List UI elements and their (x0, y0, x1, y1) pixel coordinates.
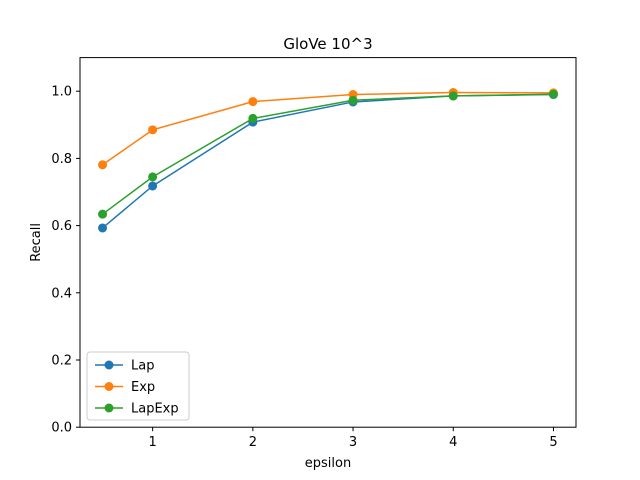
y-tick-label: 1.0 (51, 85, 72, 100)
series-line-exp (102, 91, 554, 166)
data-point-exp (148, 125, 158, 135)
legend-swatch-marker (104, 360, 114, 370)
x-tick-label: 1 (149, 435, 157, 450)
series-line-lapexp (102, 93, 554, 215)
legend-label: Lap (131, 359, 154, 374)
data-point-exp (248, 97, 258, 107)
y-tick-label: 0.2 (51, 354, 72, 369)
x-tick-label: 4 (449, 435, 457, 450)
data-point-lap (148, 181, 158, 191)
x-tick-label: 2 (249, 435, 257, 450)
chart-title: GloVe 10^3 (283, 35, 372, 53)
data-point-lap (98, 223, 108, 233)
x-axis-label: epsilon (305, 456, 351, 471)
y-axis-label: Recall (29, 223, 44, 262)
series-group (98, 88, 558, 233)
series-line-lap (102, 93, 554, 229)
data-point-lapexp (148, 172, 158, 182)
plot-frame (79, 57, 577, 428)
y-tick-label: 0.0 (51, 421, 72, 436)
data-point-lapexp (348, 95, 358, 105)
legend-box (86, 351, 190, 421)
y-tick-label: 0.8 (51, 152, 72, 167)
legend-label: Exp (131, 380, 155, 395)
x-tick-label: 3 (349, 435, 357, 450)
data-point-exp (98, 160, 108, 170)
data-point-lapexp (548, 89, 558, 99)
data-point-lapexp (248, 113, 258, 123)
y-tick-label: 0.4 (51, 286, 72, 301)
data-point-lapexp (98, 209, 108, 219)
x-tick-label: 5 (549, 435, 557, 450)
y-tick-label: 0.6 (51, 219, 72, 234)
legend-label: LapExp (131, 402, 179, 417)
legend-swatch-marker (104, 403, 114, 413)
x-axis: 1 2 3 4 5 (149, 427, 558, 450)
legend-swatch-marker (104, 382, 114, 391)
y-axis: 0.0 0.2 0.4 0.6 0.8 1.0 (51, 85, 80, 436)
data-point-lapexp (448, 91, 458, 101)
